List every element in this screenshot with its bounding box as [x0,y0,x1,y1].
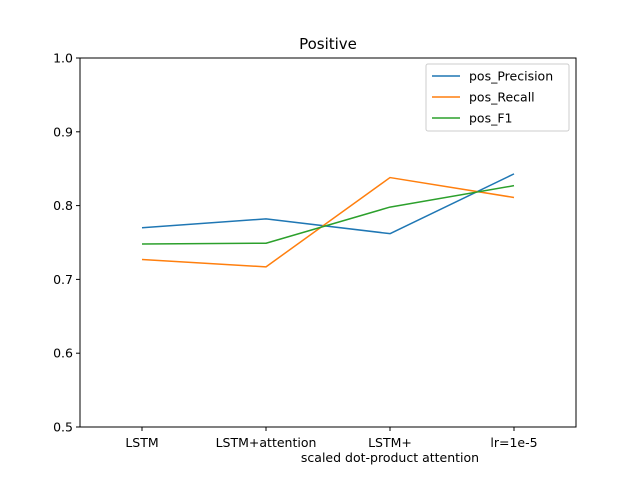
series-line-pos-recall [141,176,515,268]
y-tick-label: 0.8 [53,198,73,213]
y-tick-label: 0.9 [53,124,73,139]
x-tick-label: LSTM [125,435,158,450]
legend-label: pos_F1 [469,111,513,126]
legend-box [425,63,570,132]
series-line-pos-f1 [141,184,515,245]
series-line-pos-precision [141,173,515,235]
legend-label: pos_Precision [469,69,553,84]
y-axis: 0.5 0.6 0.7 0.8 0.9 1.0 [53,51,80,435]
y-tick-label: 0.6 [53,346,73,361]
y-tick-label: 1.0 [53,51,73,66]
x-tick-label: LSTM+ scaled dot-product attention [301,435,479,465]
legend-label: pos_Recall [469,90,535,105]
x-tick-label: lr=1e-5 [490,435,537,450]
x-axis: LSTM LSTM+attention LSTM+ scaled dot-produc… [125,427,538,465]
chart-title: Positive [299,35,357,53]
x-tick-label: LSTM+attention [216,435,317,450]
legend: pos_Precision pos_Recall pos_F1 [425,63,570,132]
y-tick-label: 0.7 [53,272,73,287]
series-lines [141,173,515,268]
y-tick-label: 0.5 [53,420,73,435]
